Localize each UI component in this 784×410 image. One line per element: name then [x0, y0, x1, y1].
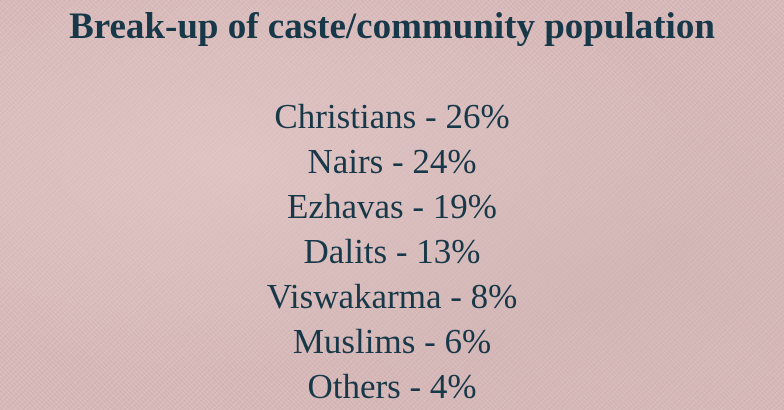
slide-title: Break-up of caste/community population [69, 6, 715, 47]
list-item-dalits: Dalits - 13% [303, 232, 481, 271]
list-item-viswakarma: Viswakarma - 8% [266, 277, 518, 316]
list-item-muslims: Muslims - 6% [292, 322, 492, 361]
list-item-christians: Christians - 26% [274, 97, 510, 136]
population-list: Christians - 26% Nairs - 24% Ezhavas - 1… [0, 94, 784, 409]
list-item-ezhavas: Ezhavas - 19% [287, 187, 497, 226]
list-item-others: Others - 4% [307, 367, 477, 406]
list-item-nairs: Nairs - 24% [307, 142, 477, 181]
